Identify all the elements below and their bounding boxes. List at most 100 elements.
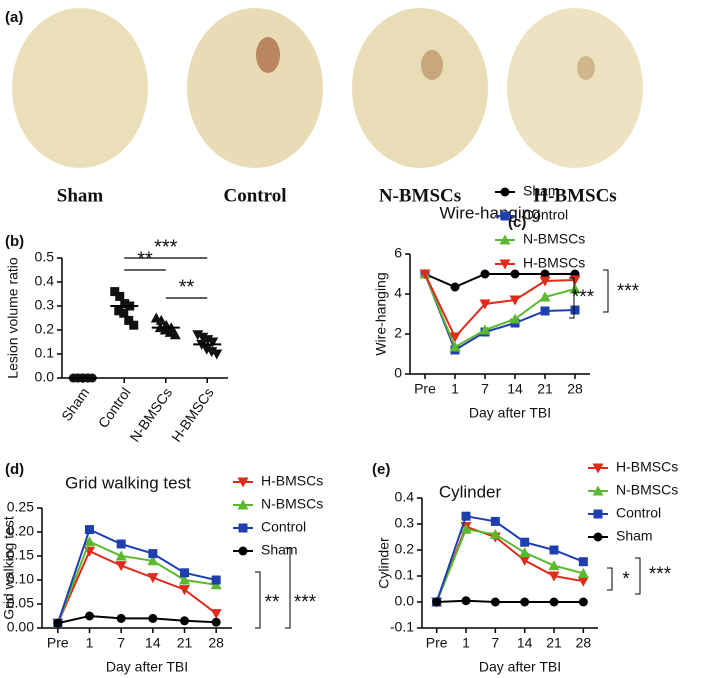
y-tick-label: 4 bbox=[394, 285, 402, 301]
annotation: *** bbox=[294, 592, 317, 613]
marker bbox=[211, 617, 221, 627]
brain bbox=[12, 8, 148, 168]
x-tick-label: 7 bbox=[491, 635, 499, 651]
x-tick-label: 14 bbox=[517, 635, 533, 651]
marker bbox=[519, 555, 531, 566]
bracket bbox=[255, 571, 261, 629]
y-tick-label: 0.1 bbox=[395, 567, 415, 583]
marker bbox=[461, 511, 471, 521]
marker bbox=[211, 349, 223, 360]
marker bbox=[490, 516, 500, 526]
x-axis-label: Day after TBI bbox=[106, 659, 188, 675]
y-tick-label: 0.4 bbox=[35, 273, 55, 289]
legend-label: H-BMSCs bbox=[616, 459, 678, 475]
line bbox=[424, 273, 576, 349]
panel-label: (a) bbox=[5, 9, 23, 26]
x-tick-label: 14 bbox=[507, 381, 523, 397]
y-tick-label: 0.2 bbox=[35, 321, 55, 337]
marker bbox=[500, 187, 510, 197]
marker bbox=[577, 576, 589, 587]
marker bbox=[85, 611, 94, 621]
marker bbox=[110, 287, 120, 297]
marker bbox=[115, 291, 125, 301]
annotation: ** bbox=[137, 248, 153, 270]
y-tick-label: 0.00 bbox=[7, 619, 34, 635]
photo-label: H-BMSCs bbox=[533, 185, 616, 206]
marker bbox=[180, 568, 189, 578]
marker bbox=[490, 597, 500, 607]
y-tick-label: 0.10 bbox=[7, 571, 34, 587]
marker bbox=[549, 597, 559, 607]
legend-label: H-BMSCs bbox=[261, 473, 323, 489]
y-tick-label: 0.0 bbox=[35, 369, 55, 385]
annotation: * bbox=[622, 569, 630, 590]
x-tick-label: 21 bbox=[546, 635, 562, 651]
marker bbox=[499, 259, 511, 270]
legend-label: Sham bbox=[616, 528, 653, 544]
bracket bbox=[635, 557, 641, 595]
marker bbox=[593, 532, 603, 542]
marker bbox=[519, 547, 531, 558]
y-tick-label: 0.20 bbox=[7, 523, 34, 539]
legend-label: H-BMSCs bbox=[523, 255, 585, 271]
x-axis-label: Day after TBI bbox=[469, 405, 551, 421]
lesion bbox=[421, 50, 443, 80]
marker bbox=[479, 324, 491, 335]
y-axis-label: Grid walking test bbox=[1, 516, 17, 620]
marker bbox=[180, 616, 189, 626]
panel-label: (e) bbox=[372, 461, 390, 478]
marker bbox=[592, 463, 604, 474]
annotation: *** bbox=[649, 564, 672, 585]
marker bbox=[238, 546, 248, 556]
marker bbox=[169, 329, 181, 340]
marker bbox=[592, 485, 604, 496]
marker bbox=[85, 525, 94, 535]
y-tick-label: 0.1 bbox=[35, 345, 55, 361]
line bbox=[424, 273, 576, 339]
x-tick-label: 21 bbox=[537, 381, 553, 397]
line bbox=[56, 540, 217, 624]
marker bbox=[179, 585, 190, 596]
line bbox=[56, 528, 217, 624]
marker bbox=[432, 597, 442, 607]
x-tick-label: Pre bbox=[47, 635, 69, 651]
marker bbox=[207, 337, 219, 348]
legend-label: Control bbox=[261, 519, 306, 535]
annotation: *** bbox=[154, 236, 178, 258]
y-axis-label: Cylinder bbox=[376, 537, 392, 589]
marker bbox=[539, 276, 551, 287]
panel-label: (b) bbox=[5, 233, 24, 250]
line bbox=[56, 549, 217, 624]
marker bbox=[114, 306, 124, 316]
marker bbox=[489, 528, 501, 539]
bracket bbox=[285, 547, 291, 629]
marker bbox=[593, 509, 603, 519]
marker bbox=[148, 549, 158, 559]
bracket bbox=[569, 277, 575, 319]
x-tick-label: 28 bbox=[567, 381, 583, 397]
annotation: *** bbox=[572, 287, 595, 308]
y-tick-label: 0.0 bbox=[395, 593, 415, 609]
line bbox=[424, 273, 575, 289]
chart-title: Cylinder bbox=[439, 482, 502, 501]
legend-label: Sham bbox=[261, 542, 298, 558]
y-tick-label: 0.2 bbox=[395, 541, 415, 557]
marker bbox=[500, 211, 510, 221]
marker bbox=[578, 597, 588, 607]
y-tick-label: -0.1 bbox=[390, 619, 414, 635]
panel-label: (d) bbox=[5, 461, 24, 478]
marker bbox=[449, 341, 461, 352]
y-tick-label: 0 bbox=[394, 365, 402, 381]
brain bbox=[187, 8, 323, 168]
marker bbox=[84, 536, 95, 547]
line bbox=[424, 273, 576, 352]
photo-label: N-BMSCs bbox=[379, 185, 461, 206]
marker bbox=[520, 597, 530, 607]
lesion bbox=[577, 56, 595, 80]
y-tick-label: 0.3 bbox=[395, 515, 415, 531]
chart-title: Wire-hanging bbox=[439, 203, 540, 222]
y-tick-label: 6 bbox=[394, 245, 402, 261]
x-tick-label: 14 bbox=[145, 635, 161, 651]
marker bbox=[237, 477, 249, 488]
marker bbox=[116, 539, 126, 549]
